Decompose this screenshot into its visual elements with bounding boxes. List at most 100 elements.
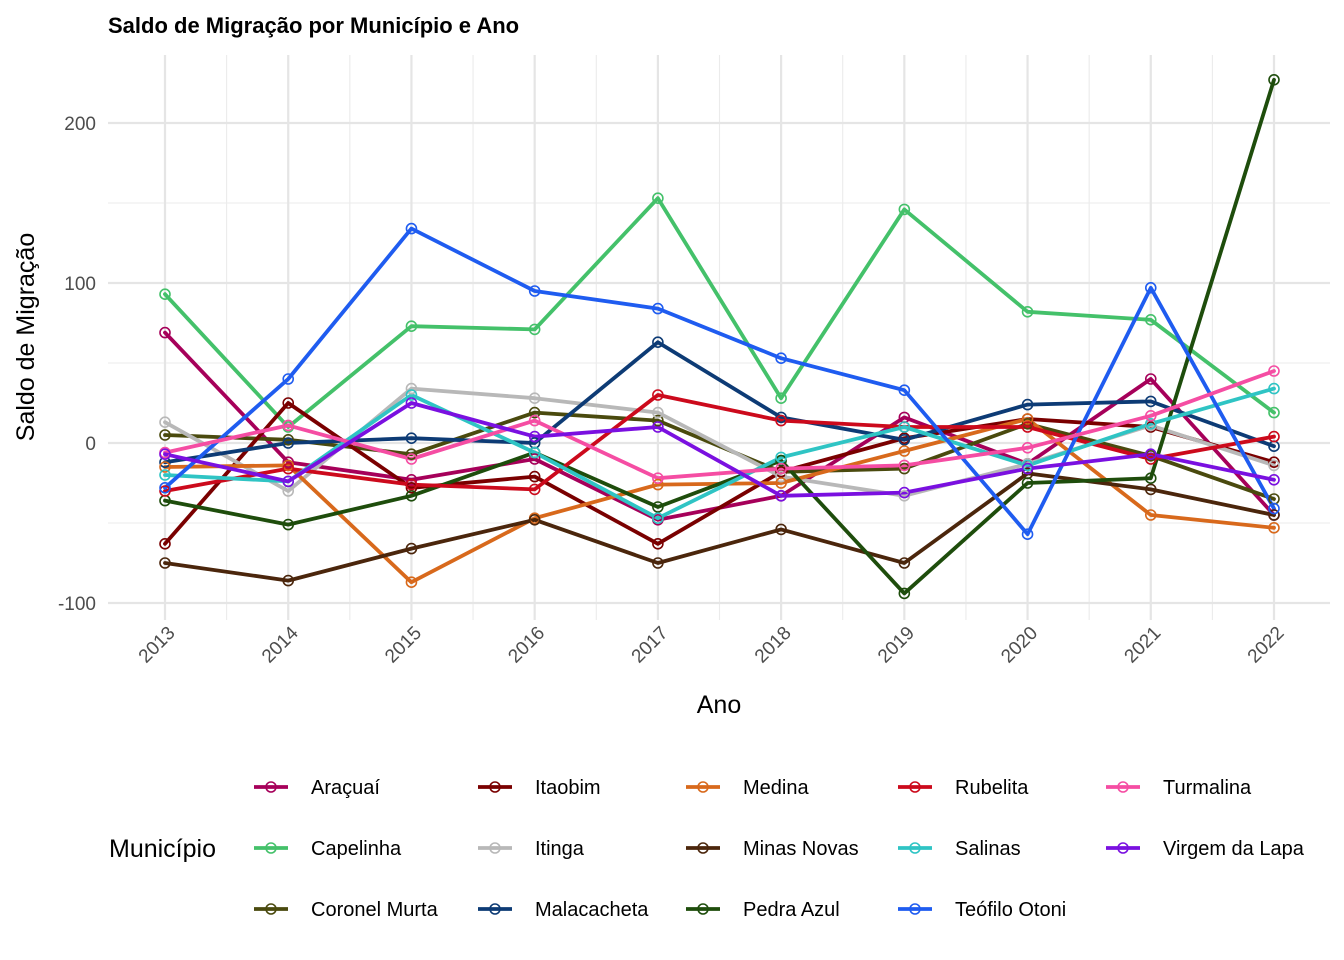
- data-point: [1268, 509, 1280, 521]
- data-point: [159, 469, 171, 481]
- data-point: [652, 192, 664, 204]
- data-point: [405, 473, 418, 486]
- data-point: [1021, 528, 1034, 541]
- data-point: [775, 477, 787, 489]
- legend-key-point: [489, 781, 501, 793]
- data-point: [528, 483, 541, 496]
- data-point: [775, 454, 787, 467]
- series-line: [163, 226, 1276, 537]
- x-axis-tick-labels: 2013 2014 2015 2016 2017 2018 2019 2020 2021 2022: [135, 622, 1289, 667]
- data-point: [528, 285, 541, 297]
- data-point: [898, 489, 911, 502]
- grid: [108, 55, 1330, 620]
- y-tick-label: 200: [64, 114, 96, 135]
- data-point: [282, 462, 295, 475]
- data-point: [1268, 430, 1280, 443]
- data-point: [898, 459, 911, 472]
- data-point: [528, 453, 541, 465]
- data-point: [282, 574, 295, 587]
- data-point: [282, 373, 295, 385]
- data-point: [405, 320, 418, 333]
- data-point: [405, 222, 418, 235]
- data-point: [652, 478, 664, 491]
- data-point: [1144, 313, 1157, 326]
- x-tick-label: 2016: [504, 623, 549, 668]
- chart-title: Saldo de Migração por Município e Ano: [108, 13, 519, 38]
- series-line: [163, 401, 1276, 498]
- data-point: [1144, 509, 1157, 521]
- legend-title: Município: [109, 835, 216, 863]
- data-point: [159, 429, 171, 441]
- legend-items: Araçuaí Capelinha Coronel Murta Itaobim Itin…: [254, 777, 1305, 921]
- y-tick-label: 100: [64, 274, 96, 295]
- data-point: [1021, 305, 1034, 318]
- data-point: [775, 392, 787, 405]
- data-point: [1021, 441, 1034, 454]
- data-point: [405, 481, 418, 494]
- x-tick-label: 2015: [381, 623, 426, 668]
- legend-key-point: [265, 781, 277, 793]
- series-points: [159, 74, 1280, 600]
- data-point: [282, 437, 295, 449]
- legend-label: Turmalina: [1163, 777, 1252, 799]
- legend-key-point: [909, 842, 921, 854]
- data-point: [1144, 483, 1157, 496]
- series-lines: [163, 77, 1276, 596]
- data-point: [1021, 417, 1034, 430]
- legend-label: Medina: [743, 777, 809, 799]
- data-point: [282, 397, 295, 409]
- data-point: [898, 433, 911, 446]
- data-point: [1268, 74, 1280, 86]
- data-point: [282, 456, 295, 469]
- data-point: [898, 486, 911, 499]
- legend-key-point: [265, 903, 277, 915]
- data-point: [652, 557, 664, 569]
- data-point: [1144, 472, 1157, 485]
- y-tick-label: 0: [85, 434, 96, 455]
- data-point: [159, 448, 171, 461]
- data-point: [652, 302, 664, 315]
- data-point: [159, 416, 171, 429]
- data-point: [898, 421, 911, 433]
- data-point: [159, 481, 171, 494]
- data-point: [405, 432, 418, 445]
- data-point: [775, 489, 787, 502]
- x-tick-label: 2018: [751, 623, 796, 668]
- legend-label: Araçuaí: [311, 777, 380, 799]
- data-point: [159, 485, 171, 497]
- x-tick-label: 2013: [135, 623, 180, 668]
- data-point: [1144, 373, 1157, 385]
- data-point: [775, 451, 787, 464]
- data-point: [652, 537, 664, 550]
- data-point: [1144, 417, 1157, 430]
- x-tick-label: 2020: [997, 623, 1042, 668]
- series-line: [163, 77, 1276, 596]
- x-tick-label: 2014: [258, 622, 303, 667]
- legend-label: Minas Novas: [743, 838, 859, 860]
- data-point: [528, 470, 541, 483]
- y-axis-tick-labels: -100 0 100 200: [58, 114, 96, 615]
- data-point: [405, 542, 418, 555]
- data-point: [1021, 477, 1034, 489]
- data-point: [405, 576, 418, 589]
- data-point: [1268, 365, 1280, 377]
- data-point: [405, 478, 418, 491]
- data-point: [775, 465, 787, 478]
- data-point: [1268, 456, 1280, 469]
- data-point: [1268, 459, 1280, 472]
- data-point: [159, 288, 171, 301]
- x-tick-label: 2021: [1121, 623, 1166, 668]
- data-point: [282, 518, 295, 531]
- data-point: [528, 513, 541, 526]
- data-point: [775, 414, 787, 427]
- data-point: [1021, 462, 1034, 475]
- data-point: [652, 472, 664, 485]
- data-point: [405, 448, 418, 461]
- series-line: [163, 401, 1276, 546]
- data-point: [1268, 406, 1280, 419]
- data-point: [282, 433, 295, 446]
- y-tick-label: -100: [58, 594, 96, 615]
- data-point: [652, 389, 664, 401]
- legend-label: Capelinha: [311, 838, 402, 860]
- x-axis-title: Ano: [697, 691, 741, 719]
